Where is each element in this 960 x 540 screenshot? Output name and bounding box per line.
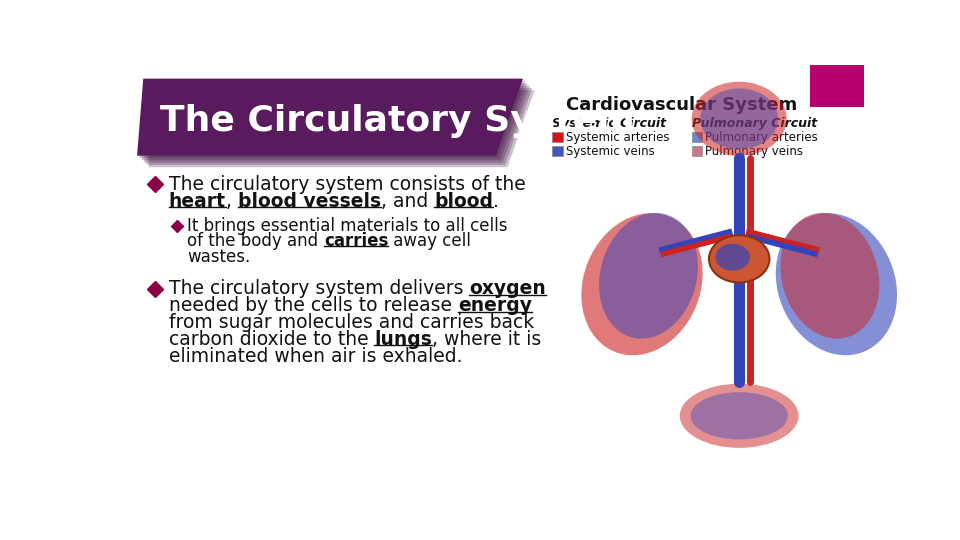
Text: The circulatory system consists of the: The circulatory system consists of the	[169, 174, 525, 194]
Ellipse shape	[780, 213, 879, 339]
Text: needed by the cells to release: needed by the cells to release	[169, 296, 458, 315]
Text: , where it is: , where it is	[432, 330, 541, 349]
Text: oxygen: oxygen	[469, 279, 546, 299]
FancyBboxPatch shape	[552, 146, 563, 156]
Text: from sugar molecules and carries back: from sugar molecules and carries back	[169, 313, 534, 332]
Polygon shape	[139, 81, 525, 158]
Polygon shape	[146, 88, 532, 165]
Text: Pulmonary arteries: Pulmonary arteries	[706, 131, 818, 144]
Text: carbon dioxide to the: carbon dioxide to the	[169, 330, 374, 349]
Circle shape	[691, 82, 787, 156]
Text: .: .	[493, 192, 499, 211]
Circle shape	[701, 89, 778, 149]
Ellipse shape	[690, 392, 788, 440]
Polygon shape	[137, 79, 523, 156]
FancyBboxPatch shape	[552, 132, 563, 142]
Polygon shape	[144, 85, 530, 163]
Circle shape	[708, 235, 770, 282]
Text: Systemic veins: Systemic veins	[565, 145, 655, 158]
Text: energy: energy	[458, 296, 532, 315]
Polygon shape	[142, 83, 528, 160]
Text: Pulmonary veins: Pulmonary veins	[706, 145, 804, 158]
Text: The Circulatory System: The Circulatory System	[160, 104, 636, 138]
Text: Pulmonary Circuit: Pulmonary Circuit	[692, 117, 817, 130]
Text: Systemic arteries: Systemic arteries	[565, 131, 669, 144]
Circle shape	[715, 244, 750, 271]
Ellipse shape	[776, 213, 897, 355]
Text: away cell: away cell	[388, 232, 471, 250]
Text: lungs: lungs	[374, 330, 432, 349]
Text: of the body and: of the body and	[187, 232, 324, 250]
FancyBboxPatch shape	[692, 146, 702, 156]
Ellipse shape	[680, 384, 799, 448]
Ellipse shape	[582, 213, 703, 355]
Polygon shape	[149, 90, 535, 167]
Text: It brings essential materials to all cells: It brings essential materials to all cel…	[187, 217, 508, 235]
Text: Cardiovascular System: Cardiovascular System	[566, 96, 798, 114]
Text: The circulatory system delivers: The circulatory system delivers	[169, 279, 469, 299]
Ellipse shape	[599, 213, 698, 339]
Text: blood: blood	[434, 192, 493, 211]
Text: eliminated when air is exhaled.: eliminated when air is exhaled.	[169, 347, 463, 366]
Text: ,: ,	[226, 192, 238, 211]
Text: heart: heart	[169, 192, 226, 211]
Text: , and: , and	[381, 192, 434, 211]
Text: Systemic Circuit: Systemic Circuit	[552, 117, 666, 130]
Text: blood vessels: blood vessels	[238, 192, 381, 211]
Text: wastes.: wastes.	[187, 247, 251, 266]
FancyBboxPatch shape	[809, 65, 864, 107]
FancyBboxPatch shape	[692, 132, 702, 142]
Text: carries: carries	[324, 232, 388, 250]
